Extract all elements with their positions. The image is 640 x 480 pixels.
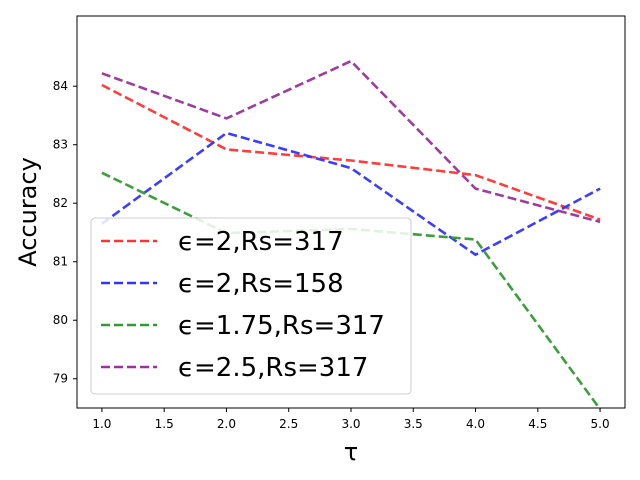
x-axis-ticks: 1.0 1.5 2.0 2.5 3.0 3.5 4.0 4.5 5.0 — [92, 408, 610, 431]
x-tick-label: 5.0 — [591, 417, 610, 431]
legend: ϵ=2,Rs=317 ϵ=2,Rs=158 ϵ=1.75,Rs=317 ϵ=2.5,R… — [90, 217, 412, 395]
y-axis-label: Accuracy — [14, 157, 42, 267]
legend-box — [90, 217, 412, 395]
y-tick-label: 84 — [53, 79, 68, 93]
legend-label-0: ϵ=2,Rs=317 — [178, 227, 344, 257]
x-tick-label: 4.0 — [466, 417, 485, 431]
y-axis-ticks: 79 80 81 82 83 84 — [53, 79, 77, 386]
x-tick-label: 3.5 — [404, 417, 423, 431]
y-tick-label: 82 — [53, 196, 68, 210]
series-line-0 — [101, 83, 601, 221]
series-line-1 — [101, 131, 601, 257]
y-tick-label: 83 — [53, 138, 68, 152]
x-tick-label: 4.5 — [528, 417, 547, 431]
x-tick-label: 2.5 — [279, 417, 298, 431]
x-tick-label: 1.0 — [92, 417, 111, 431]
x-axis-label: τ — [344, 438, 358, 466]
y-tick-label: 80 — [53, 313, 68, 327]
x-tick-label: 2.0 — [217, 417, 236, 431]
y-tick-label: 81 — [53, 255, 68, 269]
legend-label-3: ϵ=2.5,Rs=317 — [178, 353, 368, 383]
x-tick-label: 1.5 — [155, 417, 174, 431]
series-line-3 — [101, 59, 601, 224]
y-tick-label: 79 — [53, 372, 68, 386]
legend-label-2: ϵ=1.75,Rs=317 — [178, 311, 385, 341]
x-tick-label: 3.0 — [341, 417, 360, 431]
legend-label-1: ϵ=2,Rs=158 — [178, 269, 344, 299]
